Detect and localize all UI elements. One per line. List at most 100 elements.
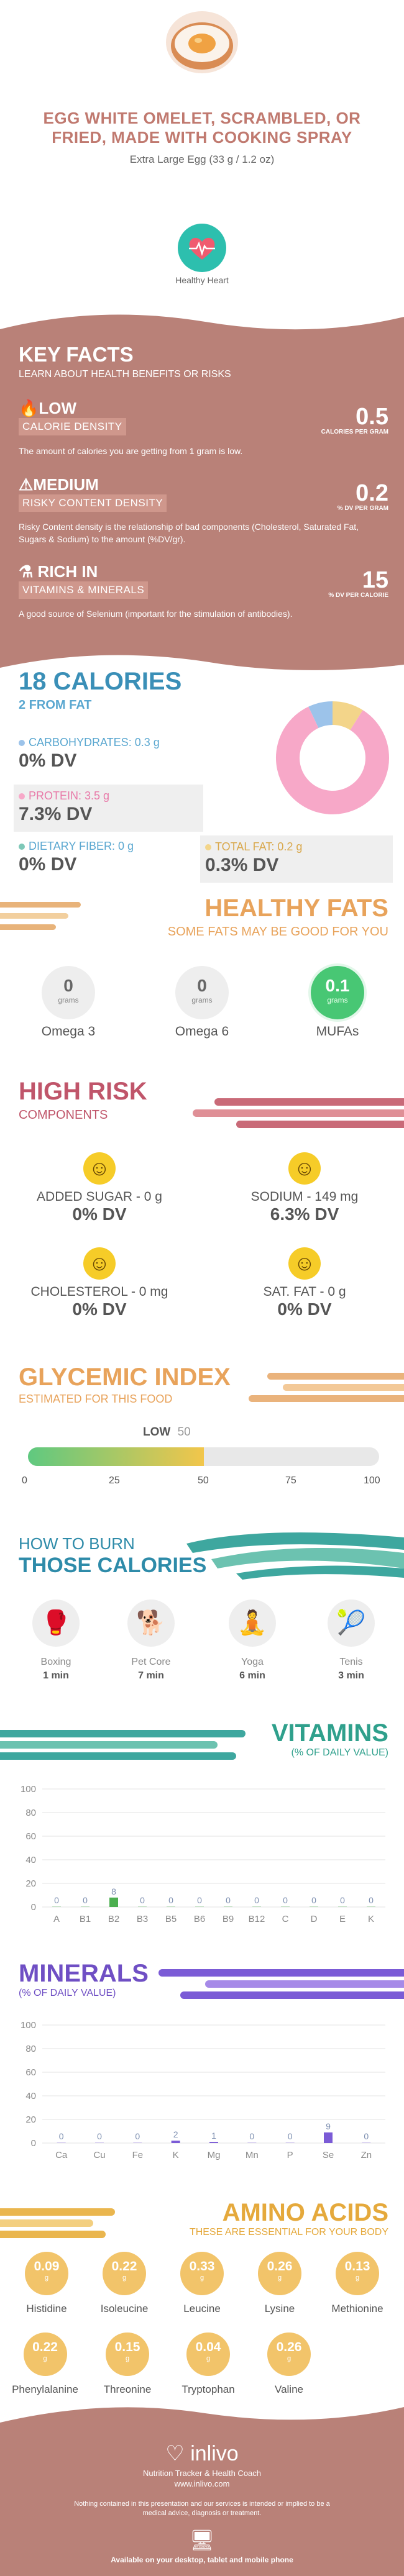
bar-B6 [195,1906,204,1907]
cholesterol-item: ☺ CHOLESTEROL - 0 mg 0% DV [12,1247,186,1319]
omega6-item: 0 grams Omega 6 [168,966,236,1039]
amino-badge-icon: 0.26 g [258,2252,301,2295]
sat-fat-item: ☺ SAT. FAT - 0 g 0% DV [218,1247,392,1319]
bar-B12 [252,1906,261,1907]
x-tick-label: Fe [132,2150,144,2160]
x-tick-label: B12 [249,1914,265,1924]
vitamins-title: VITAMINS [271,1719,388,1747]
glycemic-fill [28,1447,204,1466]
bar-K [171,2141,180,2143]
egg-image [164,6,240,75]
bar-D [310,1906,318,1907]
smiley-icon: ☺ [83,1247,116,1280]
bar-value-label: 0 [168,1895,173,1905]
high-risk-stripes [214,1098,404,1106]
y-tick-label: 80 [25,2044,36,2054]
key-facts-subtitle: LEARN ABOUT HEALTH BENEFITS OR RISKS [19,369,231,380]
protein-item: PROTEIN: 3.5 g 7.3% DV [14,785,203,832]
healthy-fats-title: HEALTHY FATS [204,894,388,922]
high-risk-title: HIGH RISK [19,1078,147,1105]
x-tick-label: Zn [361,2150,372,2160]
x-tick-label: Mg [208,2150,221,2160]
fact-value: 15 [362,567,388,593]
x-tick-label: B9 [223,1914,234,1924]
burn-title-line2: THOSE CALORIES [19,1554,207,1577]
amino-item: 0.04 g Tryptophan [171,2333,246,2396]
bar-Mn [247,2142,257,2143]
x-tick-label: A [53,1914,60,1924]
x-tick-label: B2 [108,1914,119,1924]
tennis-icon: 🎾 [328,1600,375,1647]
amino-badge-icon: 0.04 g [186,2333,230,2376]
bar-C [281,1906,290,1907]
bar-value-label: 0 [283,1895,288,1905]
calories-from-fat: 2 FROM FAT [19,698,92,712]
x-tick-label: B6 [194,1914,205,1924]
bar-B1 [81,1906,90,1907]
bar-B3 [138,1906,147,1907]
activity-yoga: 🧘 Yoga 6 min [221,1600,283,1682]
x-tick-label: K [173,2150,179,2160]
amino-row-2: 0.22 g Phenylalanine 0.15 g Threonine 0.… [6,2333,323,2396]
x-tick-label: E [339,1914,346,1924]
fact-risky-content: ⚠MEDIUM RISKY CONTENT DENSITY 0.2 % DV P… [19,475,388,544]
y-tick-label: 80 [25,1808,36,1818]
y-tick-label: 100 [21,1784,36,1795]
x-tick-label: P [287,2150,293,2160]
amino-item: 0.33 g Leucine [165,2252,239,2315]
amino-badge-icon: 0.26 g [267,2333,311,2376]
glycemic-title: GLYCEMIC INDEX [19,1363,231,1391]
bar-E [338,1906,347,1907]
mufas-item: 0.1 grams MUFAs [303,966,372,1039]
footer-disclaimer: Nothing contained in this presentation a… [74,2500,330,2517]
x-tick-label: D [311,1914,318,1924]
healthy-fats-stripe [0,902,81,908]
vitamins-subtitle: (% OF DAILY VALUE) [291,1747,388,1758]
bar-value-label: 0 [54,1895,59,1905]
fiber-item: DIETARY FIBER: 0 g 0% DV [19,840,134,875]
bar-value-label: 8 [111,1886,116,1896]
y-tick-label: 40 [25,2091,36,2101]
carbohydrates-item: CARBOHYDRATES: 0.3 g 0% DV [19,736,160,771]
bar-B5 [167,1906,175,1907]
warning-icon: ⚠ [19,475,34,494]
footer-available: Available on your desktop, tablet and mo… [111,2556,293,2564]
x-tick-label: K [368,1914,374,1924]
bar-value-label: 0 [311,1895,316,1905]
bar-K [367,1906,375,1907]
bar-P [285,2142,295,2143]
bar-Cu [95,2142,104,2143]
bar-Fe [133,2142,142,2143]
y-tick-label: 0 [31,1902,36,1913]
bar-value-label: 0 [226,1895,231,1905]
bar-A [52,1906,61,1907]
heart-badge-label: Healthy Heart [175,275,229,285]
boxing-icon: 🥊 [32,1600,80,1647]
bar-Mg [209,2142,218,2143]
activity-boxing: 🥊 Boxing 1 min [25,1600,87,1682]
y-tick-label: 20 [25,1878,36,1889]
bar-value-label: 0 [340,1895,345,1905]
fact-value: 0.2 [356,480,388,506]
bar-Se [324,2132,333,2143]
minerals-chart: 0 20 40 60 80 100 0 Ca 0 Cu 0 Fe 2 K 1 Mg 0 Mn 0 P 9 Se 0 Zn [21,2020,385,2160]
footer-url[interactable]: www.inlivo.com [174,2479,230,2488]
x-tick-label: B3 [137,1914,148,1924]
fact-vitamins-minerals: ⚗ RICH IN VITAMINS & MINERALS 15 % DV PE… [19,562,388,619]
omega3-item: 0 grams Omega 3 [34,966,103,1039]
bar-value-label: 0 [59,2131,64,2141]
bar-value-label: 9 [326,2121,331,2131]
flame-icon: 🔥 [19,399,39,417]
amino-item: 0.26 g Valine [255,2333,323,2396]
x-tick-label: B1 [80,1914,91,1924]
minerals-title: MINERALS [19,1960,149,1987]
bar-value-label: 0 [197,1895,202,1905]
bar-Zn [362,2142,371,2143]
key-facts-title: KEY FACTS [19,343,134,366]
activity-tennis: 🎾 Tenis 3 min [320,1600,382,1682]
y-tick-label: 100 [21,2020,36,2031]
y-tick-label: 0 [31,2138,36,2149]
x-tick-label: Ca [55,2150,68,2160]
amino-row-1: 0.09 g Histidine 0.22 g Isoleucine 0.33 … [9,2252,395,2315]
